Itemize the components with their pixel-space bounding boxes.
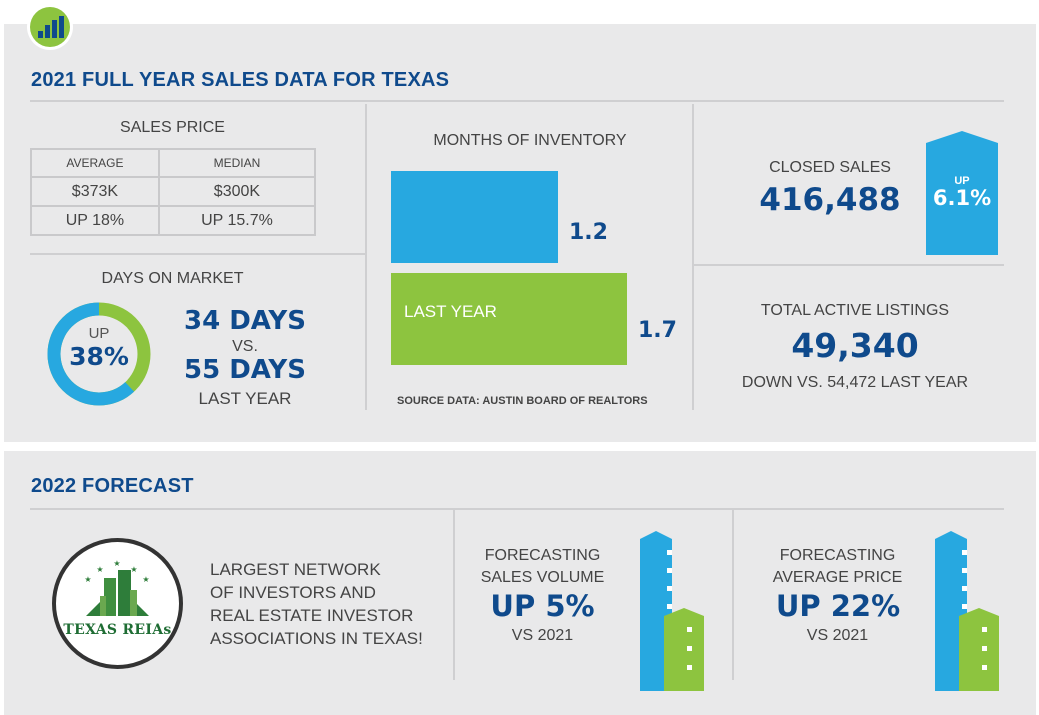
header-average: AVERAGE [30,148,160,178]
network-line-3: REAL ESTATE INVESTOR [210,606,414,625]
change-average: UP 18% [30,205,160,236]
donut-percent: 38% [69,342,129,371]
forecast-volume-vs: VS 2021 [511,627,574,644]
months-inventory-title: MONTHS OF INVENTORY [433,132,627,149]
forecast-volume-line2: SALES VOLUME [480,569,605,586]
svg-text:★: ★ [142,575,149,584]
building-icon [935,531,1003,691]
badge-percent: 6.1% [932,186,992,210]
inventory-value-last-year: 1.7 [638,318,677,343]
closed-sales-title: CLOSED SALES [769,159,891,176]
days-current: 34 DAYS [183,306,306,336]
change-median: UP 15.7% [157,205,317,236]
svg-text:★: ★ [96,565,103,574]
closed-sales-value: 416,488 [759,182,901,218]
sales-price-divider [30,253,365,255]
days-vs: VS. [232,338,258,355]
bar-chart-icon [27,4,73,50]
forecast-divider [30,508,1004,510]
building-icon [640,531,708,691]
badge-up-label: UP [954,175,970,187]
network-line-2: OF INVESTORS AND [210,583,376,602]
closed-sales-divider [694,264,1004,266]
network-line-1: LARGEST NETWORK [210,560,381,579]
active-listings-note: DOWN VS. 54,472 LAST YEAR [741,374,969,391]
value-average: $373K [30,176,160,207]
forecast-price-value: UP 22% [775,589,901,623]
days-on-market-title: DAYS ON MARKET [101,270,244,287]
forecast-price-line1: FORECASTING [779,547,896,564]
network-text: LARGEST NETWORK OF INVESTORS AND REAL ES… [210,558,423,650]
forecast-price-vs: VS 2021 [806,627,869,644]
logo-text: TEXAS REIAs [63,622,172,638]
svg-text:★: ★ [84,575,91,584]
section-title-2022: 2022 FORECAST [31,475,194,497]
active-listings-value: 49,340 [791,326,919,365]
inventory-bar-last-year-label: LAST YEAR [404,302,497,321]
days-previous-label: LAST YEAR [198,389,292,408]
donut-up-label: UP [88,325,110,342]
inventory-bar-last-year [391,273,627,365]
title-divider [30,100,1004,102]
column-divider-2 [692,104,694,410]
forecast-price-line2: AVERAGE PRICE [772,569,903,586]
header-median: MEDIAN [157,148,317,178]
donut-arc-up [47,302,151,406]
section-title-2021: 2021 FULL YEAR SALES DATA FOR TEXAS [31,69,450,91]
svg-text:★: ★ [113,559,120,568]
days-previous: 55 DAYS [183,355,306,385]
svg-text:★: ★ [130,565,137,574]
inventory-bar-current [391,171,558,263]
days-donut-chart [47,302,151,406]
sales-price-table: AVERAGE MEDIAN $373K $300K UP 18% UP 15.… [30,148,317,236]
network-line-4: ASSOCIATIONS IN TEXAS! [210,629,423,648]
value-median: $300K [157,176,317,207]
up-arrow-badge [926,131,998,255]
source-note: SOURCE DATA: AUSTIN BOARD OF REALTORS [397,395,648,407]
forecast-column-divider-2 [732,510,734,680]
active-listings-title: TOTAL ACTIVE LISTINGS [760,302,950,319]
texas-reias-logo: ★ ★ ★ ★ ★ TEXAS REIAs [52,538,183,669]
forecast-volume-value: UP 5% [490,589,595,623]
forecast-column-divider-1 [453,510,455,680]
forecast-volume-line1: FORECASTING [484,547,601,564]
inventory-value-current: 1.2 [569,220,608,245]
sales-price-title: SALES PRICE [120,119,225,136]
column-divider-1 [365,104,367,410]
